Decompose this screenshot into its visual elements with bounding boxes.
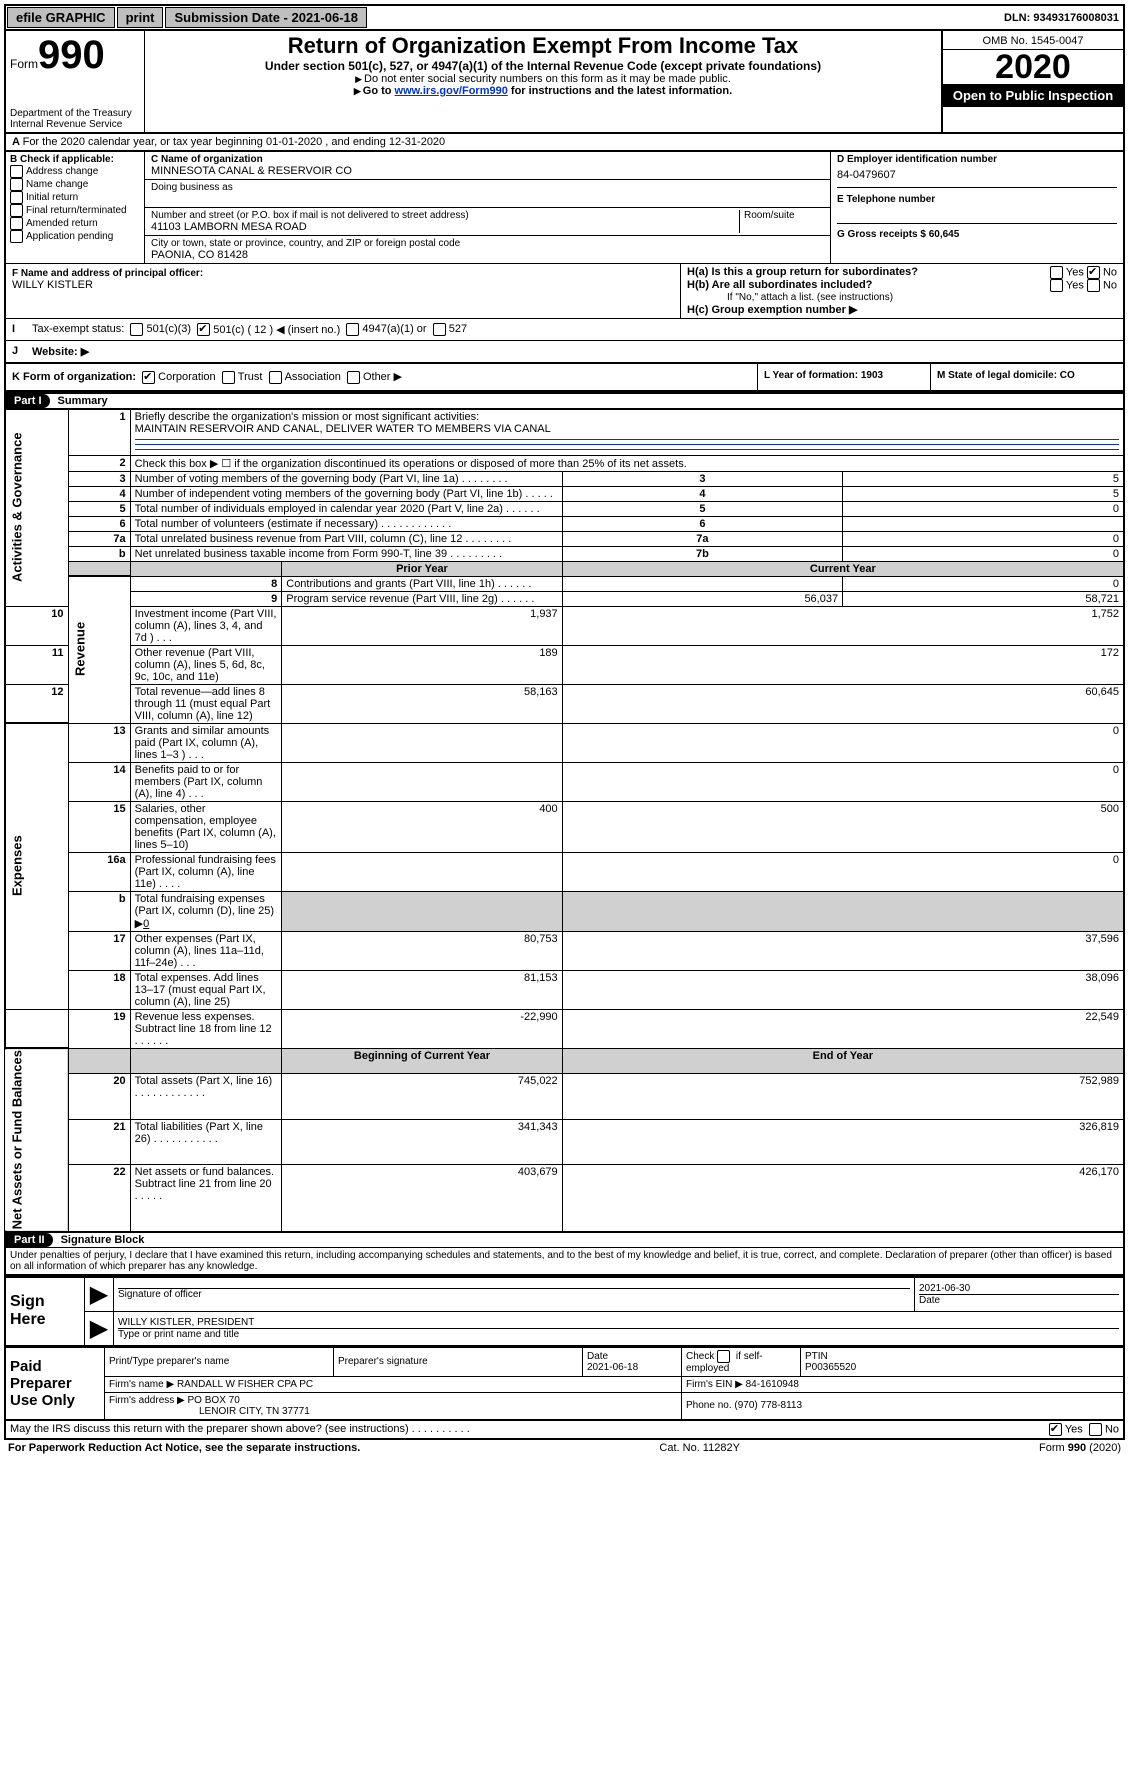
hdr-end: End of Year	[562, 1048, 1124, 1073]
ptin: P00365520	[805, 1362, 856, 1373]
ein: 84-0479607	[837, 169, 1117, 181]
discuss-row: May the IRS discuss this return with the…	[4, 1421, 1125, 1440]
side-activities: Activities & Governance	[5, 409, 68, 606]
part1-header: Part I Summary	[4, 392, 1125, 409]
topbar: efile GRAPHIC print Submission Date - 20…	[4, 4, 1125, 31]
instr-goto: Go to www.irs.gov/Form990 for instructio…	[153, 85, 933, 97]
paid-preparer-label: Paid Preparer Use Only	[5, 1347, 105, 1420]
hdr-prior: Prior Year	[282, 561, 562, 576]
page-footer: For Paperwork Reduction Act Notice, see …	[4, 1440, 1125, 1456]
klm-row: K Form of organization: Corporation Trus…	[4, 364, 1125, 392]
org-addr: 41103 LAMBORN MESA ROAD	[151, 221, 739, 233]
sign-here-block: Sign Here ▶ Signature of officer 2021-06…	[4, 1276, 1125, 1347]
hdr-beg: Beginning of Current Year	[282, 1048, 562, 1073]
irs: Internal Revenue Service	[10, 119, 140, 130]
state-domicile: M State of legal domicile: CO	[930, 364, 1123, 390]
summary-table: Activities & Governance 1 Briefly descri…	[4, 409, 1125, 1233]
side-revenue: Revenue	[68, 576, 130, 723]
box-d-e-g: D Employer identification number 84-0479…	[830, 152, 1123, 263]
firm-name: RANDALL W FISHER CPA PC	[177, 1379, 313, 1390]
form-number: Form 990	[10, 33, 140, 78]
f-h-block: F Name and address of principal officer:…	[4, 264, 1125, 319]
officer-sig-name: WILLY KISTLER, PRESIDENT	[118, 1317, 1119, 1328]
org-name: MINNESOTA CANAL & RESERVOIR CO	[151, 165, 824, 177]
print-btn[interactable]: print	[117, 7, 164, 28]
hdr-curr: Current Year	[562, 561, 1124, 576]
entity-block: B Check if applicable: Address change Na…	[4, 152, 1125, 264]
dln: DLN: 93493176008031	[1004, 12, 1123, 24]
firm-ein: 84-1610948	[746, 1379, 799, 1390]
tax-year: 2020	[943, 50, 1123, 84]
form-subtitle: Under section 501(c), 527, or 4947(a)(1)…	[153, 59, 933, 73]
mission: MAINTAIN RESERVOIR AND CANAL, DELIVER WA…	[135, 423, 551, 435]
form-header: Form 990 Department of the Treasury Inte…	[4, 31, 1125, 134]
part2-header: Part II Signature Block	[4, 1233, 1125, 1248]
gross-receipts: G Gross receipts $ 60,645	[837, 229, 959, 240]
sub-date: Submission Date - 2021-06-18	[165, 7, 367, 28]
form-title: Return of Organization Exempt From Incom…	[153, 33, 933, 59]
officer-name: WILLY KISTLER	[12, 279, 674, 291]
website-row: J Website: ▶	[4, 341, 1125, 364]
efile-btn[interactable]: efile GRAPHIC	[7, 7, 115, 28]
tax-exempt-row: I Tax-exempt status: 501(c)(3) 501(c) ( …	[4, 319, 1125, 341]
year-formation: L Year of formation: 1903	[757, 364, 930, 390]
box-b: B Check if applicable: Address change Na…	[6, 152, 145, 263]
side-netassets: Net Assets or Fund Balances	[5, 1048, 68, 1231]
line-a: A For the 2020 calendar year, or tax yea…	[4, 134, 1125, 152]
dept-treasury: Department of the Treasury	[10, 108, 140, 119]
open-public: Open to Public Inspection	[943, 84, 1123, 107]
firm-phone: (970) 778-8113	[734, 1400, 802, 1411]
org-city: PAONIA, CO 81428	[151, 249, 824, 261]
paid-preparer-block: Paid Preparer Use Only Print/Type prepar…	[4, 1347, 1125, 1421]
irs-link[interactable]: www.irs.gov/Form990	[395, 85, 508, 97]
perjury-text: Under penalties of perjury, I declare th…	[4, 1248, 1125, 1276]
side-expenses: Expenses	[5, 723, 68, 1009]
instr-ssn: Do not enter social security numbers on …	[153, 73, 933, 85]
box-c: C Name of organization MINNESOTA CANAL &…	[145, 152, 830, 263]
sign-here-label: Sign Here	[5, 1277, 85, 1346]
